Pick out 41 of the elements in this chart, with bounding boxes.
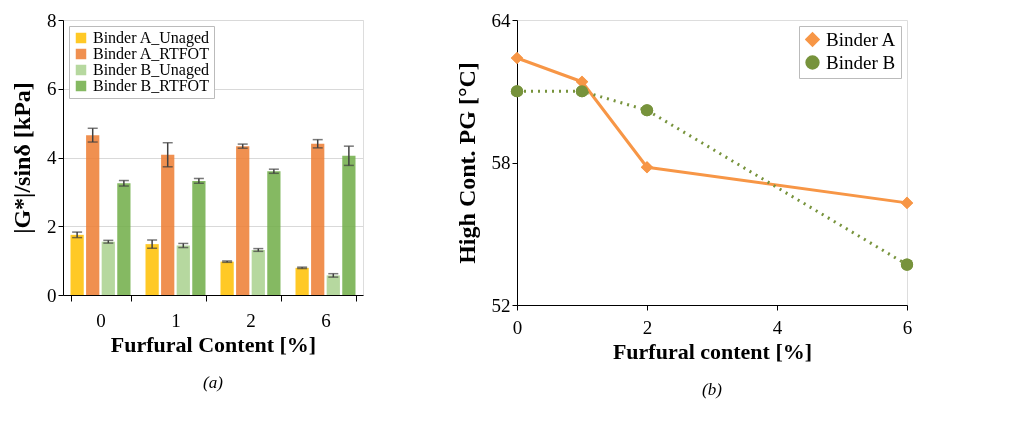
- point: [900, 196, 914, 209]
- x-tick-label: 6: [902, 316, 913, 338]
- y-tick-label: 0: [47, 284, 57, 306]
- bar: [101, 241, 115, 295]
- y-axis-title: |G*|/sinδ [kPa]: [9, 82, 35, 234]
- legend-label: Binder A: [826, 28, 896, 50]
- x-tick-label: 1: [171, 309, 181, 331]
- bar: [145, 244, 159, 295]
- point: [575, 85, 589, 98]
- x-tick-label: 2: [246, 309, 256, 331]
- bar: [251, 249, 265, 295]
- y-tick-label: 6: [47, 78, 57, 100]
- point: [640, 161, 654, 174]
- bar: [86, 135, 100, 295]
- bar: [295, 267, 309, 295]
- point: [510, 51, 524, 65]
- point: [640, 104, 654, 117]
- x-tick-label: 6: [321, 309, 331, 331]
- y-tick-label: 58: [491, 152, 511, 173]
- bar: [220, 261, 234, 295]
- bar: [326, 275, 340, 295]
- bar: [161, 154, 175, 295]
- point: [510, 85, 524, 98]
- bar: [342, 155, 356, 295]
- y-tick-label: 4: [47, 147, 57, 168]
- x-axis-title: Furfural content [%]: [612, 338, 813, 364]
- x-tick-label: 4: [772, 316, 783, 338]
- y-tick-label: 52: [491, 294, 511, 316]
- y-tick-label: 64: [491, 9, 511, 31]
- legend-label: Binder B_Unaged: [93, 61, 209, 79]
- point: [900, 258, 914, 271]
- x-tick-label: 2: [642, 316, 653, 338]
- legend-label: Binder A_Unaged: [93, 29, 209, 47]
- text: (a): [203, 373, 224, 392]
- legend-label: Binder B: [826, 51, 896, 73]
- y-tick-label: 2: [47, 215, 57, 237]
- y-tick-label: 8: [47, 9, 57, 31]
- x-tick-label: 0: [96, 309, 106, 331]
- x-axis-title: Furfural Content [%]: [110, 331, 317, 357]
- y-axis-title: High Cont. PG [°C]: [453, 62, 480, 264]
- text: (b): [702, 380, 723, 399]
